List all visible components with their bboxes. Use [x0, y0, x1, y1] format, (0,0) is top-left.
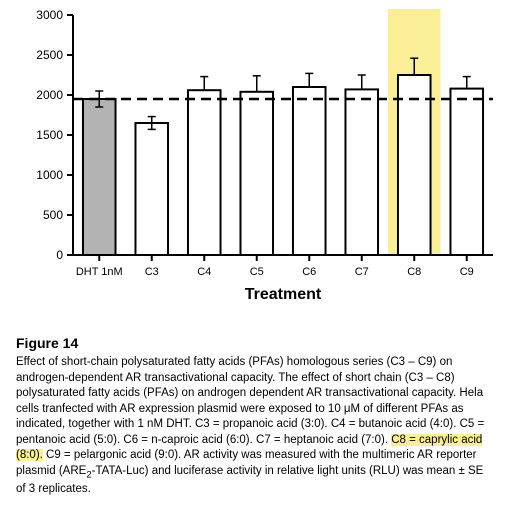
svg-text:C6: C6 — [302, 266, 316, 278]
figure-caption: Effect of short-chain polysaturated fatt… — [16, 355, 491, 497]
svg-text:1500: 1500 — [36, 128, 63, 142]
svg-text:C8: C8 — [407, 266, 421, 278]
svg-text:C3: C3 — [145, 266, 159, 278]
svg-text:C5: C5 — [250, 266, 264, 278]
svg-text:Treatment: Treatment — [245, 286, 322, 303]
svg-text:DHT 1nM: DHT 1nM — [76, 266, 123, 278]
figure-caption-block: Figure 14 Effect of short-chain polysatu… — [16, 335, 491, 497]
svg-text:500: 500 — [43, 208, 63, 222]
svg-text:0: 0 — [56, 248, 63, 262]
svg-text:C7: C7 — [355, 266, 369, 278]
svg-text:2000: 2000 — [36, 88, 63, 102]
figure-title: Figure 14 — [16, 335, 491, 351]
svg-text:C9: C9 — [460, 266, 474, 278]
svg-text:2500: 2500 — [36, 48, 63, 62]
caption-text-pre: Effect of short-chain polysaturated fatt… — [16, 356, 484, 446]
svg-text:3000: 3000 — [36, 8, 63, 22]
bar-chart: DHT 1nM C3 C4 C5 C6 C7 C8 C9 0 500 1000 1500 2000 250… — [8, 5, 498, 325]
chart-svg: DHT 1nM C3 C4 C5 C6 C7 C8 C9 0 500 1000 1500 2000 250… — [8, 5, 498, 325]
svg-text:1000: 1000 — [36, 168, 63, 182]
svg-text:C4: C4 — [197, 266, 211, 278]
